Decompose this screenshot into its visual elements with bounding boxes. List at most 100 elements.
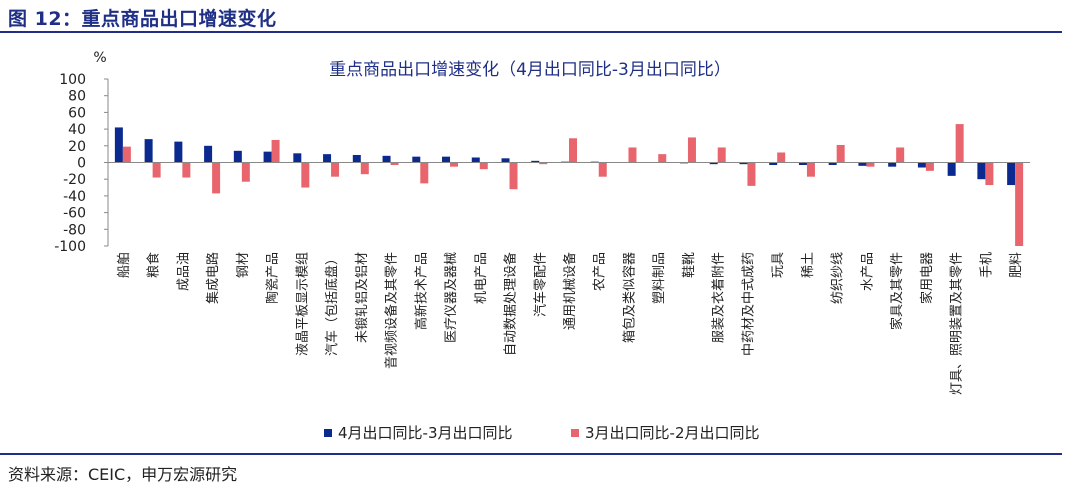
bar-series-1 — [1007, 162, 1016, 186]
bar-series-1 — [382, 155, 391, 163]
bar-series-1 — [798, 162, 807, 166]
category-label: 家用电器 — [919, 252, 935, 304]
category-label: 纺织纱线 — [831, 252, 846, 304]
category-label: 稀土 — [801, 252, 816, 278]
y-tick-label: -20 — [63, 172, 86, 188]
legend-swatch-series-2 — [571, 429, 579, 437]
bar-series-1 — [233, 150, 242, 163]
bar-series-2 — [628, 147, 637, 163]
category-label: 水产品 — [860, 252, 875, 291]
bar-series-1 — [352, 154, 361, 163]
bar-series-1 — [828, 162, 837, 166]
top-rule — [0, 31, 1062, 33]
bottom-rule — [0, 453, 1062, 455]
category-label: 鞋靴 — [681, 252, 697, 278]
category-label: 农产品 — [593, 252, 608, 291]
bar-series-1 — [917, 162, 926, 168]
bar-series-2 — [925, 162, 934, 171]
bar-series-2 — [866, 162, 875, 167]
bar-series-1 — [144, 139, 153, 163]
bar-series-1 — [947, 162, 956, 176]
bar-series-2 — [955, 124, 964, 163]
category-label: 通用机械设备 — [562, 252, 578, 330]
category-label: 集成电路 — [205, 252, 221, 304]
bar-series-2 — [777, 152, 786, 163]
chart-title: 重点商品出口增速变化（4月出口同比-3月出口同比） — [329, 60, 731, 80]
y-tick-label: 0 — [77, 156, 86, 172]
bar-series-2 — [509, 162, 518, 190]
figure-title: 图 12：重点商品出口增速变化 — [8, 8, 277, 30]
category-label: 液晶平板显示模组 — [295, 252, 310, 356]
category-label: 医疗仪器及器械 — [444, 252, 459, 343]
legend: 4月出口同比-3月出口同比 3月出口同比-2月出口同比 — [324, 424, 760, 442]
bar-series-1 — [739, 162, 748, 165]
bar-series-2 — [122, 146, 131, 163]
category-label: 机电产品 — [474, 252, 489, 304]
bar-series-1 — [888, 162, 897, 167]
legend-label-series-2: 3月出口同比-2月出口同比 — [585, 424, 760, 442]
bar-series-1 — [977, 162, 986, 180]
y-tick-label: 60 — [68, 105, 86, 121]
category-label: 高新技术产品 — [413, 252, 429, 330]
bar-series-2 — [271, 139, 280, 163]
bar-series-1 — [858, 162, 867, 166]
bar-series-2 — [747, 162, 756, 186]
category-label: 陶瓷产品 — [265, 252, 281, 304]
bar-series-2 — [331, 162, 340, 177]
y-tick-label: -80 — [63, 222, 86, 238]
bar-chart: 重点商品出口增速变化（4月出口同比-3月出口同比） % 100806040200… — [54, 50, 1030, 442]
category-label: 手机 — [979, 252, 994, 278]
y-tick-label: -100 — [54, 239, 86, 255]
bar-series-1 — [293, 153, 302, 163]
bar-series-1 — [531, 160, 540, 163]
category-label: 钢材 — [236, 252, 251, 278]
bar-series-2 — [836, 144, 845, 163]
bar-series-2 — [598, 162, 607, 177]
bar-series-2 — [152, 162, 161, 178]
category-label: 自动数据处理设备 — [503, 252, 519, 356]
bar-series-2 — [212, 162, 221, 194]
bar-series-1 — [709, 162, 718, 165]
bar-series-2 — [390, 162, 399, 166]
bar-series-2 — [658, 154, 667, 163]
bar-series-2 — [420, 162, 429, 184]
bar-series-1 — [442, 156, 451, 163]
category-label: 汽车零配件 — [532, 252, 548, 317]
bars-group — [114, 124, 1024, 246]
bar-series-1 — [174, 141, 183, 163]
bar-series-2 — [687, 137, 696, 163]
bar-series-1 — [114, 127, 123, 163]
y-tick-label: -60 — [63, 206, 86, 222]
legend-label-series-1: 4月出口同比-3月出口同比 — [338, 424, 513, 442]
category-label: 家具及其零件 — [889, 252, 905, 330]
bar-series-2 — [241, 162, 250, 182]
bar-series-2 — [896, 147, 905, 163]
bar-series-1 — [412, 156, 421, 163]
bar-series-2 — [539, 162, 548, 165]
y-tick-label: 20 — [68, 139, 86, 155]
category-labels: 船舶 粮食 成品油 集成电路 钢材 陶瓷产品 液晶平板显示模组 汽车（包括底盘） 未锻轧铝及铝材… — [116, 252, 1024, 395]
bar-series-1 — [501, 158, 510, 163]
category-label: 玩具 — [771, 252, 786, 278]
bar-series-2 — [569, 138, 577, 163]
bar-series-2 — [985, 162, 994, 186]
category-label: 音视频设备及其零件 — [384, 252, 400, 369]
bar-series-1 — [323, 154, 332, 163]
y-tick-label: 40 — [68, 122, 86, 138]
bar-series-2 — [450, 162, 459, 167]
bar-series-2 — [479, 162, 488, 170]
bar-series-2 — [360, 162, 369, 175]
category-label: 箱包及类似容器 — [621, 252, 637, 343]
category-label: 粮食 — [146, 252, 162, 278]
bar-series-2 — [1015, 162, 1024, 246]
category-label: 服装及衣着附件 — [711, 252, 727, 343]
bar-series-1 — [769, 162, 778, 166]
category-label: 成品油 — [176, 252, 191, 291]
category-label: 灯具、照明装置及其零件 — [950, 252, 965, 395]
category-label: 中药材及中式成药 — [741, 252, 756, 356]
y-tick-label: -40 — [63, 189, 86, 205]
source-note: 资料来源：CEIC，申万宏源研究 — [8, 465, 238, 484]
bar-series-2 — [301, 162, 310, 188]
y-axis-unit-label: % — [93, 50, 106, 66]
